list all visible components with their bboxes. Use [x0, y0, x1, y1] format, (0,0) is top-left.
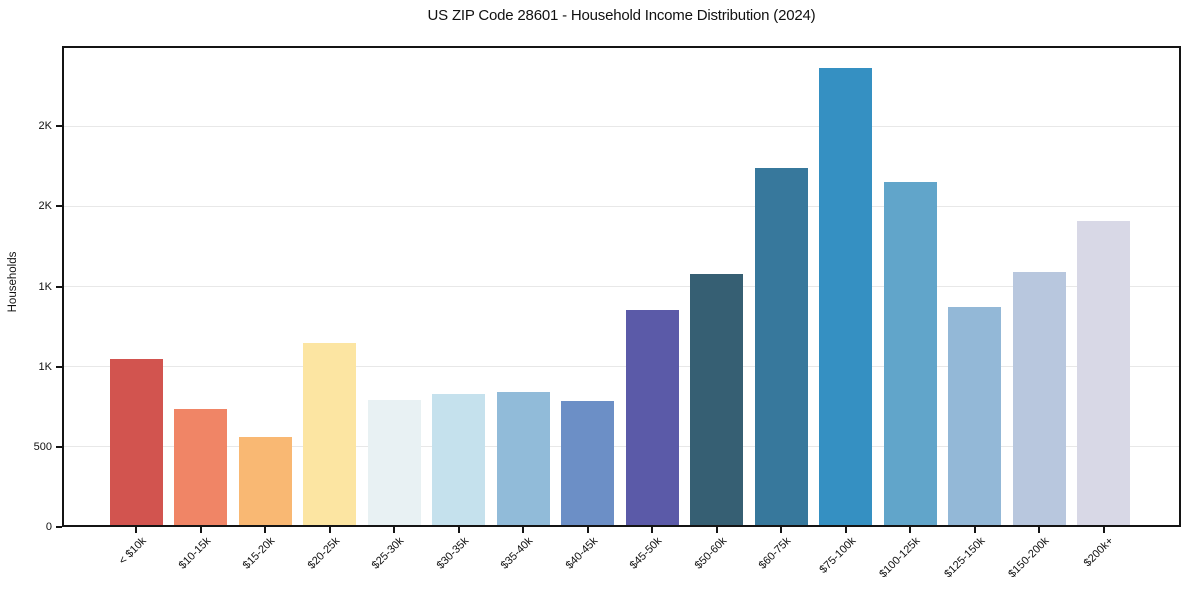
bar-15-20k: [238, 437, 292, 527]
bar-150-200k: [1012, 272, 1066, 527]
x-tick-label: $75-100k: [817, 535, 858, 576]
x-tick-label: $150-200k: [1006, 535, 1052, 581]
bar-30-35k: [432, 394, 485, 527]
x-tick-label: $100-125k: [877, 535, 923, 581]
bar-75-100k: [819, 68, 872, 527]
x-tick-mark: [457, 527, 460, 533]
x-tick-mark: [328, 527, 331, 533]
x-tick-mark: [1038, 527, 1040, 533]
x-tick-label: $45-50k: [627, 535, 665, 572]
x-tick-label: $15-20k: [240, 535, 278, 572]
x-tick-label: $30-35k: [434, 535, 471, 572]
x-tick-mark: [909, 527, 911, 533]
left-spine: [62, 46, 64, 527]
y-tick-mark: [56, 285, 62, 288]
y-tick-label: 2K: [38, 200, 52, 213]
y-tick-label: 500: [33, 440, 52, 453]
y-tick-mark: [56, 205, 62, 208]
y-gridline: [62, 286, 1181, 287]
x-tick-mark: [393, 527, 395, 533]
y-tick-label: 0: [45, 521, 52, 533]
y-tick-mark: [56, 445, 62, 448]
y-tick-label: 1K: [38, 360, 52, 373]
y-tick-label: 2K: [38, 120, 52, 133]
x-tick-mark: [522, 527, 524, 533]
plot-area: [62, 46, 1181, 527]
bar-50-60k: [690, 274, 743, 527]
y-tick-mark: [56, 125, 62, 128]
x-tick-mark: [844, 527, 847, 533]
x-tick-label: $125-150k: [941, 535, 987, 581]
bar-100-125k: [883, 182, 937, 527]
x-tick-label: $60-75k: [756, 535, 794, 572]
x-tick-mark: [1102, 527, 1105, 533]
x-tick-label: $35-40k: [498, 535, 536, 572]
bar-60-75k: [754, 168, 808, 527]
bar-25-30k: [367, 400, 421, 527]
right-spine: [1179, 46, 1181, 527]
x-tick-label: $40-45k: [563, 535, 600, 572]
y-gridline: [62, 366, 1181, 368]
bar-10k: [109, 358, 163, 527]
chart-title: US ZIP Code 28601 - Household Income Dis…: [427, 7, 816, 24]
y-tick-label: 1K: [38, 280, 52, 293]
bottom-spine: [62, 525, 1181, 527]
y-gridline: [62, 446, 1181, 448]
x-tick-label: $10-15k: [176, 535, 213, 572]
x-tick-label: < $10k: [116, 535, 149, 568]
bar-40-45k: [561, 401, 614, 527]
x-tick-mark: [264, 527, 266, 533]
x-tick-mark: [586, 527, 589, 533]
y-gridline: [62, 125, 1181, 127]
y-tick-mark: [56, 526, 62, 528]
top-spine: [62, 46, 1181, 48]
x-tick-mark: [651, 527, 653, 533]
bar-200k: [1077, 221, 1130, 527]
bar-10-15k: [174, 408, 227, 527]
x-tick-label: $20-25k: [305, 535, 342, 572]
x-tick-mark: [973, 527, 976, 533]
x-tick-mark: [715, 527, 718, 533]
bar-20-25k: [303, 342, 356, 527]
x-tick-mark: [135, 527, 137, 533]
x-tick-mark: [780, 527, 782, 533]
y-gridline: [62, 205, 1181, 207]
x-tick-label: $200k+: [1081, 535, 1116, 570]
bar-45-50k: [625, 310, 679, 527]
bar-125-150k: [948, 307, 1001, 527]
x-tick-label: $25-30k: [369, 535, 407, 572]
x-tick-label: $50-60k: [692, 535, 729, 572]
x-tick-mark: [199, 527, 202, 533]
bar-35-40k: [496, 391, 550, 527]
y-tick-mark: [56, 365, 62, 368]
